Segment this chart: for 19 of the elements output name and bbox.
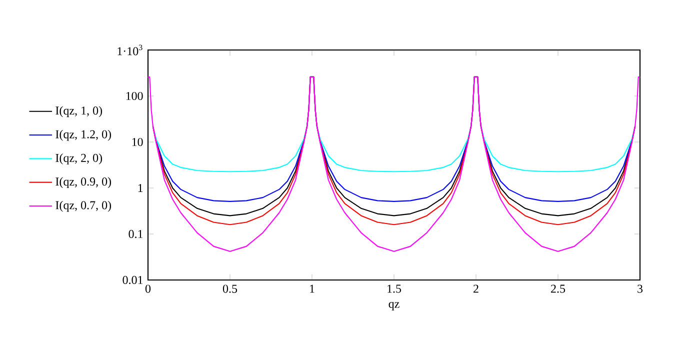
x-tick-label: 0.5: [222, 284, 238, 293]
x-tick-label: 0: [145, 284, 151, 293]
legend-label: I(qz, 0.7, 0): [56, 200, 112, 212]
x-tick-label: 1.5: [388, 284, 402, 293]
legend-label: I(qz, 2, 0): [56, 154, 102, 164]
y-tick-label: 1: [138, 184, 143, 192]
y-tick-label: 0.01: [122, 276, 143, 284]
x-tick-label: 2: [474, 284, 478, 293]
x-tick-label: 2.5: [551, 284, 566, 293]
y-tick-label: 10: [132, 138, 143, 146]
y-tick-label: 100: [126, 92, 143, 100]
legend-label: I(qz, 1, 0): [56, 106, 102, 118]
x-tick-label: 1: [310, 284, 314, 293]
y-tick-label: 1·10$^{3}$: [118, 44, 142, 56]
legend-label: I(qz, 1.2, 0): [56, 130, 112, 141]
y-tick-label: 0.1: [128, 230, 143, 238]
legend-label: I(qz, 0.9, 0): [56, 177, 112, 188]
x-tick-label: 3: [638, 284, 643, 293]
x-axis-title: qz: [388, 302, 400, 310]
